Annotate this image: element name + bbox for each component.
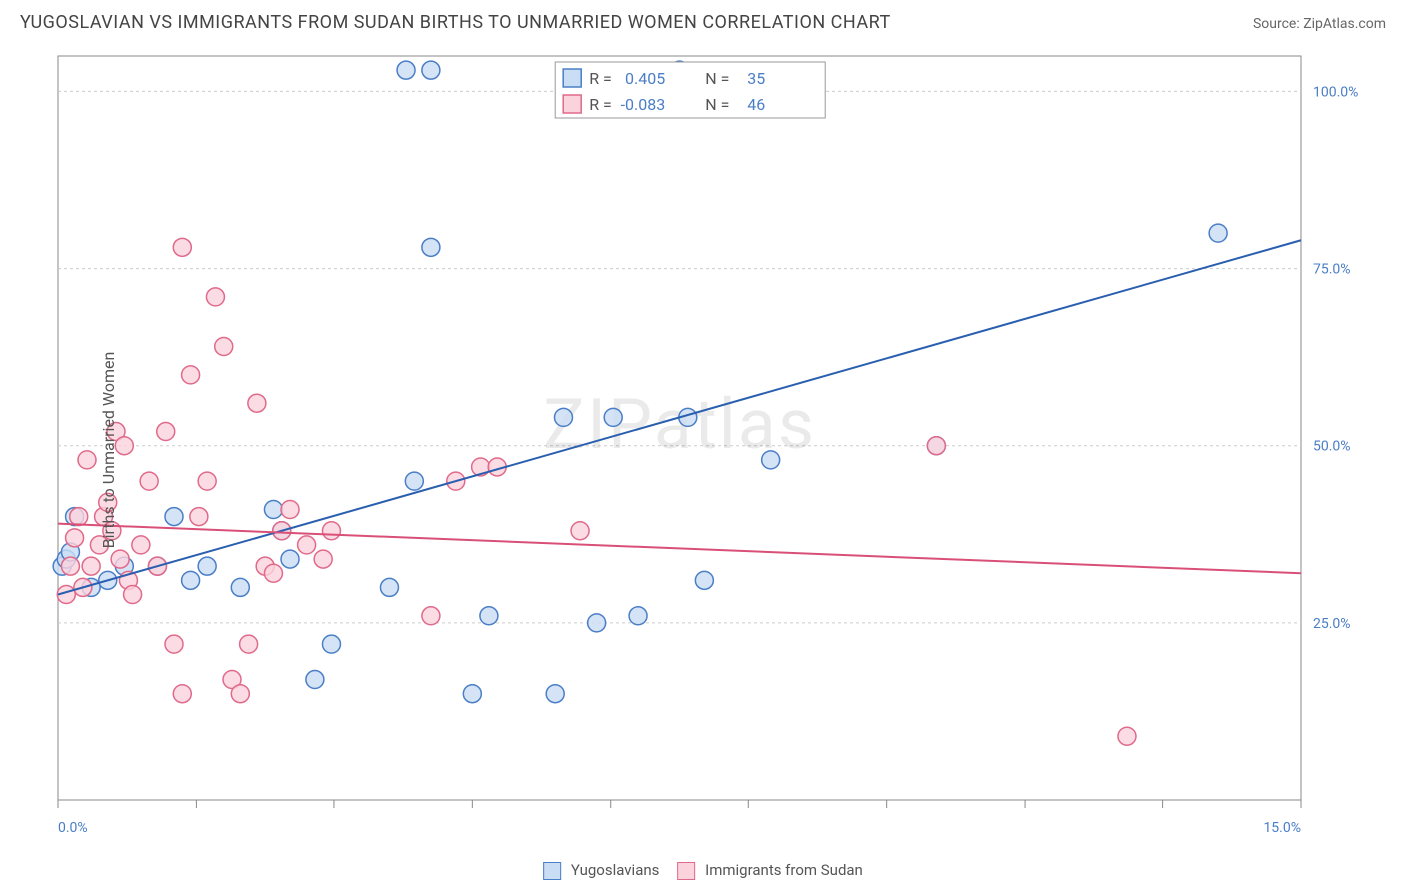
legend-swatch-icon bbox=[677, 862, 695, 880]
source-label: Source: ZipAtlas.com bbox=[1253, 16, 1386, 32]
chart-title: YUGOSLAVIAN VS IMMIGRANTS FROM SUDAN BIR… bbox=[20, 12, 891, 33]
svg-text:35: 35 bbox=[747, 69, 765, 88]
svg-text:R =: R = bbox=[589, 69, 612, 88]
svg-text:46: 46 bbox=[747, 95, 765, 114]
svg-text:25.0%: 25.0% bbox=[1313, 616, 1351, 632]
legend-item-sudan: Immigrants from Sudan bbox=[677, 861, 862, 880]
svg-text:N =: N = bbox=[705, 69, 729, 88]
legend-item-yugoslavians: Yugoslavians bbox=[543, 861, 659, 880]
legend-swatch-icon bbox=[543, 862, 561, 880]
svg-text:-0.083: -0.083 bbox=[621, 95, 666, 114]
svg-text:15.0%: 15.0% bbox=[1263, 820, 1301, 836]
svg-text:N =: N = bbox=[705, 95, 729, 114]
svg-text:R =: R = bbox=[589, 95, 612, 114]
chart-area: Births to Unmarried Women 25.0%50.0%75.0… bbox=[40, 48, 1386, 852]
scatter-chart: 25.0%50.0%75.0%100.0%0.0%15.0%ZIPatlasR … bbox=[40, 48, 1386, 852]
legend-label: Yugoslavians bbox=[571, 861, 660, 879]
y-axis-label: Births to Unmarried Women bbox=[99, 352, 118, 549]
svg-text:0.405: 0.405 bbox=[625, 69, 665, 88]
svg-text:50.0%: 50.0% bbox=[1313, 439, 1351, 455]
legend-bottom: Yugoslavians Immigrants from Sudan bbox=[543, 861, 863, 880]
svg-text:100.0%: 100.0% bbox=[1313, 84, 1358, 100]
svg-text:0.0%: 0.0% bbox=[58, 820, 88, 836]
svg-text:75.0%: 75.0% bbox=[1313, 262, 1351, 278]
legend-label: Immigrants from Sudan bbox=[705, 861, 863, 879]
